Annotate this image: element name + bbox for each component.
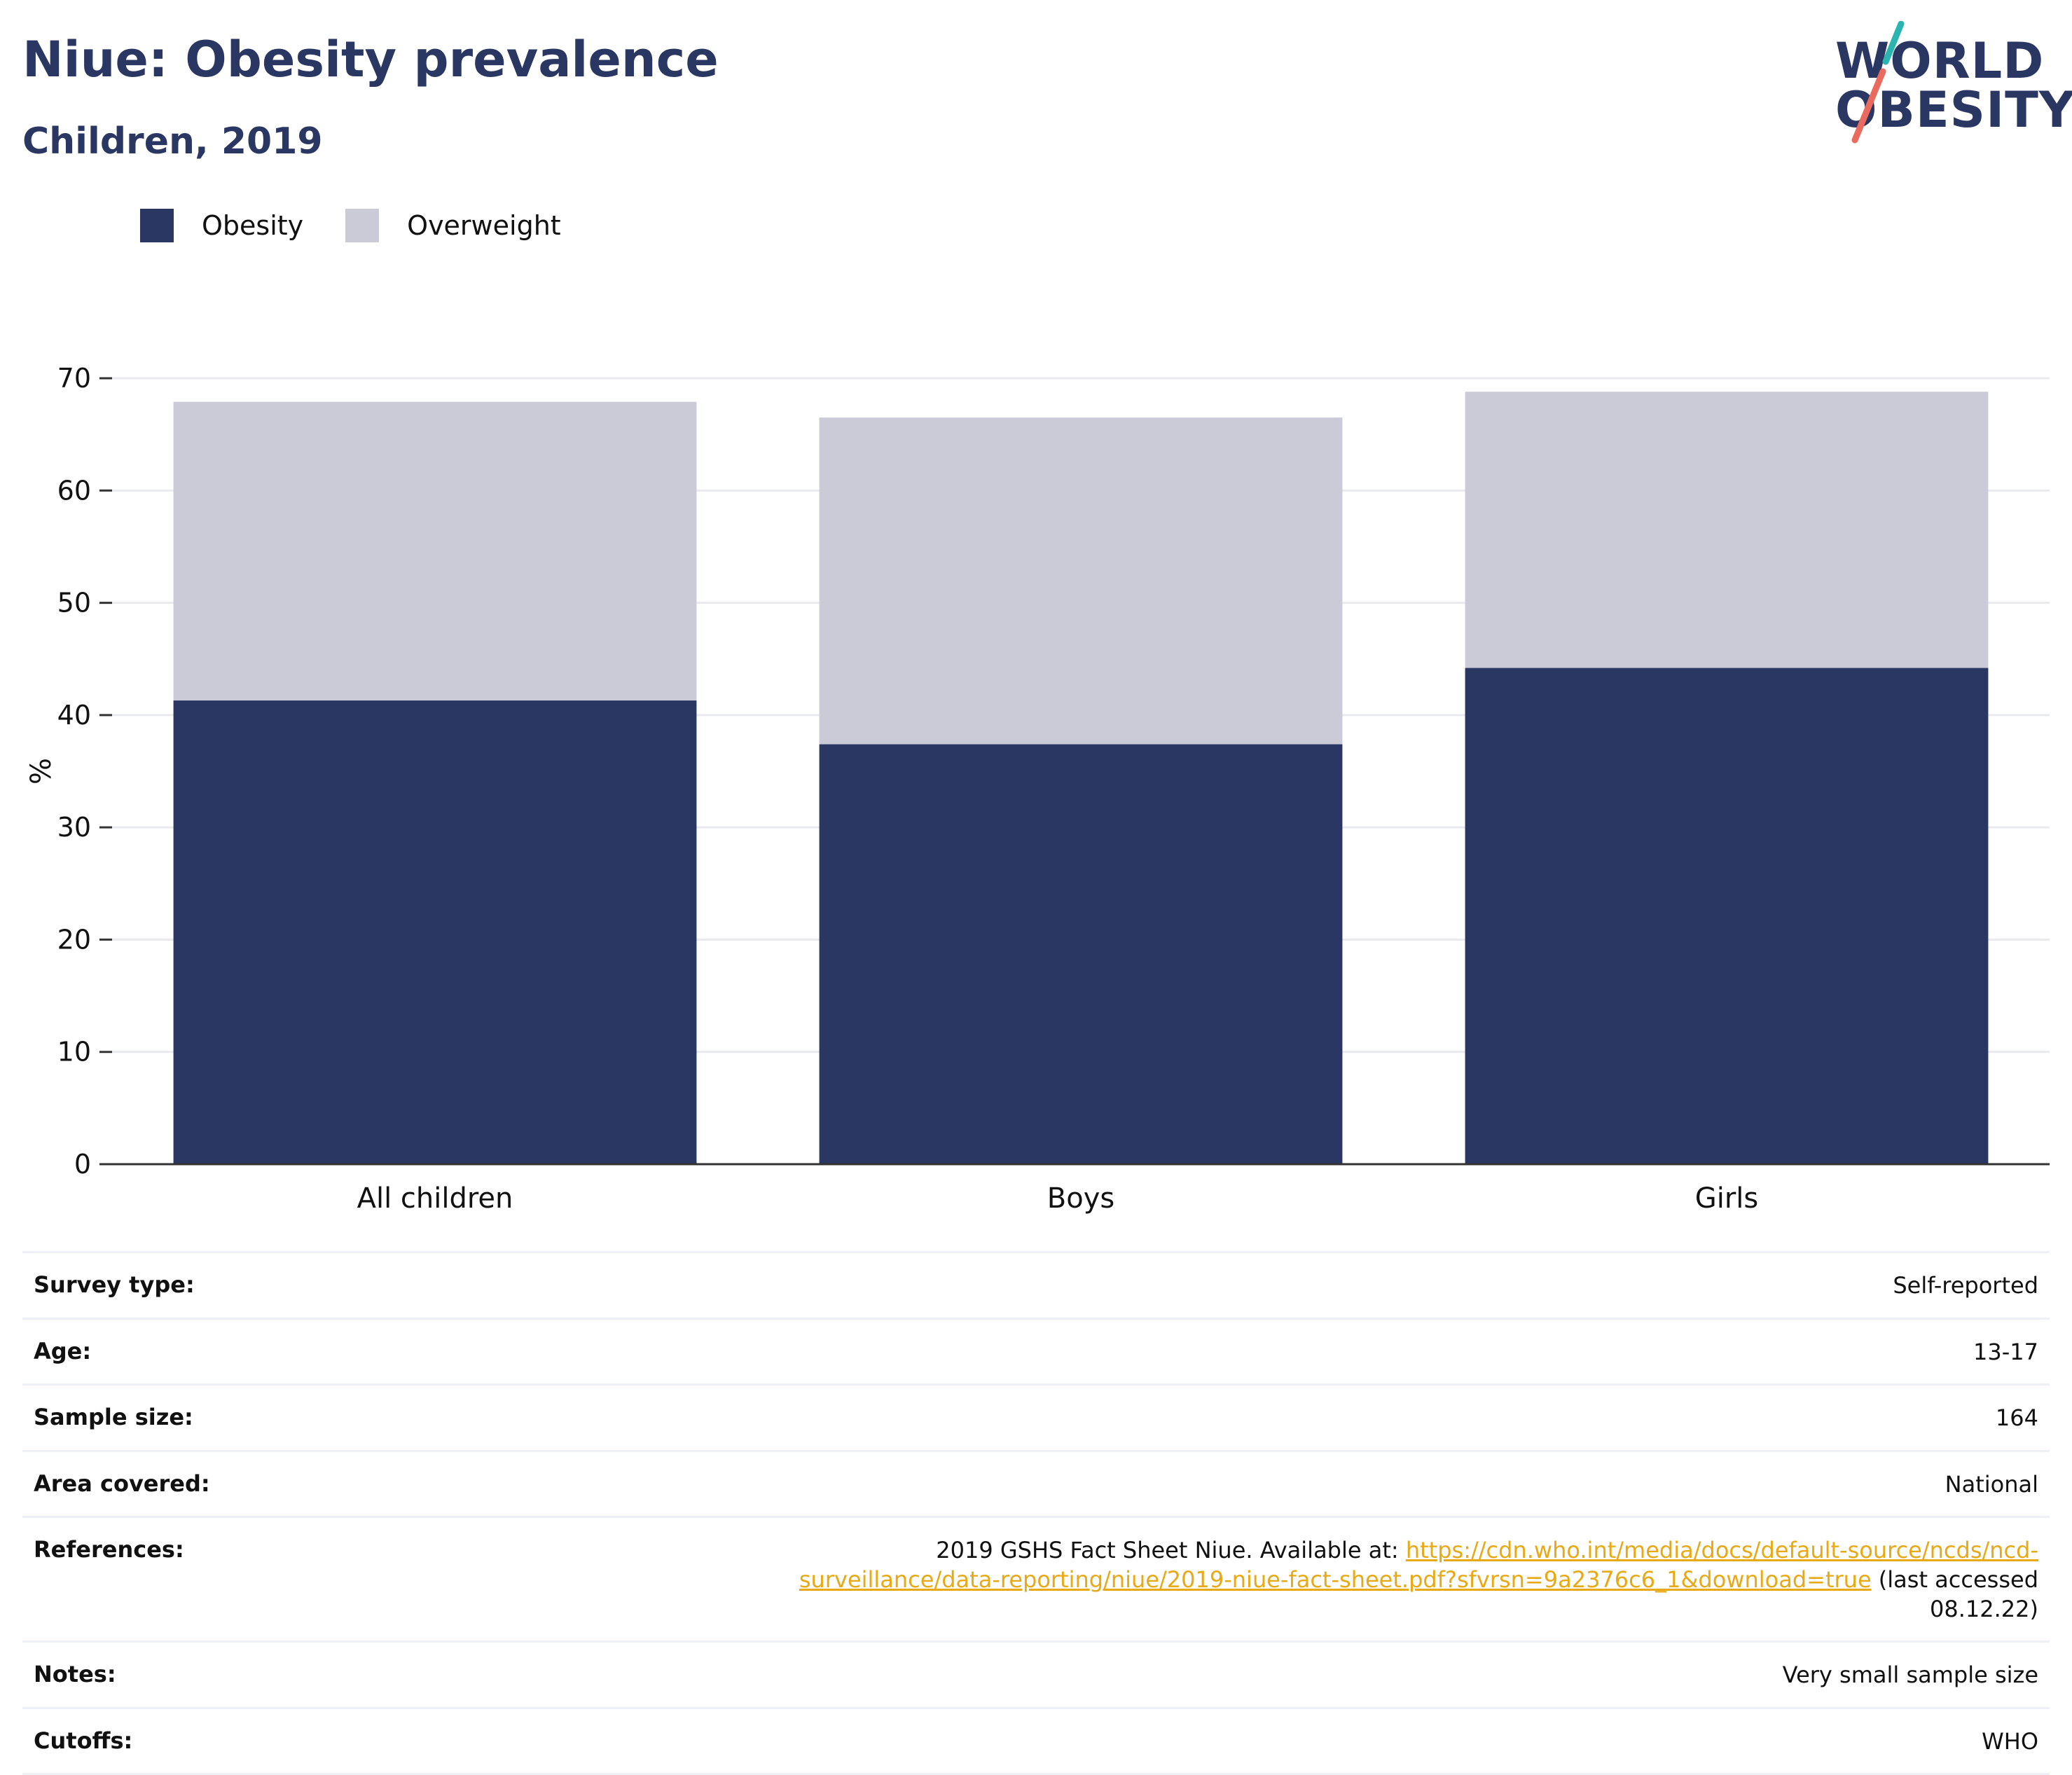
info-value: WHO	[1982, 1727, 2038, 1755]
reference-link[interactable]: https://cdn.who.int/media/docs/default-s…	[799, 1537, 2038, 1593]
y-tick-label: 30	[57, 812, 91, 843]
y-tick-label: 60	[57, 475, 91, 506]
y-tick-label: 20	[57, 924, 91, 955]
info-label: Cutoffs:	[34, 1727, 133, 1754]
reference-suffix: (last accessed 08.12.22)	[1871, 1566, 2038, 1622]
info-value: National	[1945, 1470, 2038, 1498]
y-tick-label: 10	[57, 1037, 91, 1068]
info-row-notes: Notes: Very small sample size	[22, 1641, 2050, 1707]
legend-item-obesity[interactable]: Obesity	[140, 209, 303, 242]
info-row-references: References: 2019 GSHS Fact Sheet Niue. A…	[22, 1516, 2050, 1641]
bar-overweight-boys	[819, 417, 1343, 745]
info-value: 164	[1995, 1404, 2038, 1432]
info-value: Very small sample size	[1782, 1662, 2038, 1689]
page-title: Niue: Obesity prevalence	[22, 31, 719, 88]
y-tick-label: 0	[74, 1149, 91, 1180]
bar-obesity-boys	[819, 744, 1343, 1164]
legend-label-obesity: Obesity	[202, 210, 304, 241]
legend-label-overweight: Overweight	[407, 210, 561, 241]
info-value: 13-17	[1973, 1338, 2038, 1365]
logo-slash-icon	[1851, 21, 1905, 144]
bar-overweight-girls	[1465, 392, 1989, 668]
y-tick-label: 40	[57, 700, 91, 731]
reference-prefix: 2019 GSHS Fact Sheet Niue. Available at:	[936, 1537, 1406, 1564]
x-tick-label: Girls	[1695, 1182, 1759, 1215]
info-label: References:	[34, 1536, 184, 1563]
chart-legend: Obesity Overweight	[140, 209, 603, 242]
y-tick-label: 70	[57, 363, 91, 394]
info-label: Notes:	[34, 1661, 116, 1688]
survey-info-table: Survey type: Self-reported Age: 13-17 Sa…	[22, 1251, 2050, 1775]
info-label: Sample size:	[34, 1404, 193, 1431]
legend-item-overweight[interactable]: Overweight	[345, 209, 561, 242]
y-axis-label: %	[25, 758, 57, 785]
logo-line-1: WORLD	[1835, 32, 2045, 90]
info-label: Survey type:	[34, 1271, 195, 1298]
bar-obesity-girls	[1465, 668, 1989, 1164]
info-row-cutoffs: Cutoffs: WHO	[22, 1706, 2050, 1775]
bar-overweight-all-children	[173, 401, 697, 701]
page-subtitle: Children, 2019	[22, 120, 323, 163]
info-row-survey-type: Survey type: Self-reported	[22, 1251, 2050, 1318]
info-label: Age:	[34, 1337, 92, 1365]
bar-obesity-all-children	[173, 700, 697, 1164]
stacked-bar-chart: 0 10 20 30 40 50 60 70% All children Boys Girls	[25, 363, 2050, 1215]
x-tick-label: All children	[357, 1182, 513, 1215]
y-tick-label: 50	[57, 588, 91, 619]
info-row-age: Age: 13-17	[22, 1317, 2050, 1384]
x-tick-label: Boys	[1047, 1182, 1114, 1215]
info-value-references: 2019 GSHS Fact Sheet Niue. Available at:…	[743, 1536, 2038, 1624]
legend-swatch-obesity	[140, 209, 174, 242]
info-row-sample-size: Sample size: 164	[22, 1383, 2050, 1450]
info-value: Self-reported	[1893, 1272, 2038, 1299]
legend-swatch-overweight	[345, 209, 380, 242]
info-label: Area covered:	[34, 1470, 210, 1497]
info-row-area-covered: Area covered: National	[22, 1449, 2050, 1517]
world-obesity-logo: WORLD OBESITY	[1821, 21, 2072, 147]
